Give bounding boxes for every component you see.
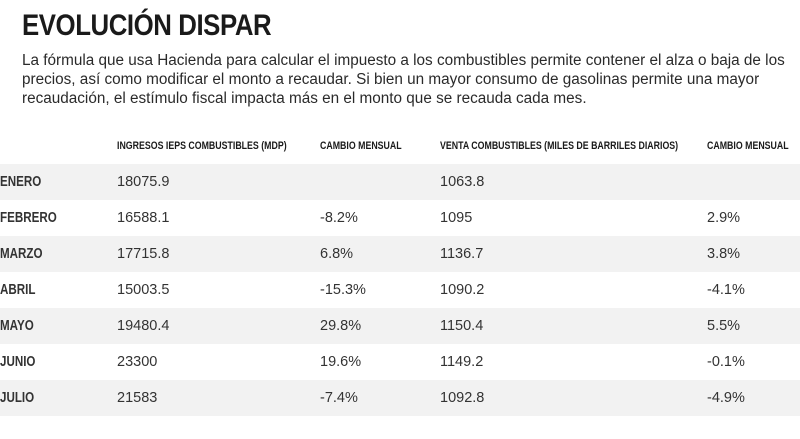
table-row: ENERO 18075.9 1063.8 [0, 164, 800, 200]
cambio-venta-cell: 3.8% [707, 236, 800, 272]
cambio-ingresos-cell: 6.8% [320, 236, 440, 272]
cambio-ingresos-cell: 29.8% [320, 308, 440, 344]
table-row: MAYO 19480.4 29.8% 1150.4 5.5% [0, 308, 800, 344]
month-cell: JUNIO [0, 354, 36, 370]
ingresos-cell: 23300 [117, 354, 158, 370]
header-ingresos: INGRESOS IEPS COMBUSTIBLES (MDP) [117, 140, 287, 152]
table-row: ABRIL 15003.5 -15.3% 1090.2 -4.1% [0, 272, 800, 308]
table-row: FEBRERO 16588.1 -8.2% 1095 2.9% [0, 200, 800, 236]
month-cell: MAYO [0, 308, 117, 344]
ingresos-cell: 19480.4 [117, 308, 320, 344]
table-row: JULIO 21583 -7.4% 1092.8 -4.9% [0, 380, 800, 416]
header-venta: VENTA COMBUSTIBLES (MILES DE BARRILES DI… [440, 140, 679, 152]
cambio-venta-cell: -4.1% [707, 282, 745, 298]
month-cell: MARZO [0, 236, 117, 272]
cambio-ingresos-cell: -8.2% [320, 210, 358, 226]
ingresos-cell: 16588.1 [117, 210, 170, 226]
header-cambio-venta: CAMBIO MENSUAL [707, 140, 789, 152]
venta-cell: 1063.8 [440, 164, 707, 200]
month-cell: ENERO [0, 164, 117, 200]
ingresos-cell: 17715.8 [117, 236, 320, 272]
venta-cell: 1095 [440, 210, 473, 226]
month-cell: JULIO [0, 380, 117, 416]
cambio-venta-cell: -4.9% [707, 380, 800, 416]
cambio-ingresos-cell [320, 164, 440, 200]
cambio-venta-cell: -0.1% [707, 354, 745, 370]
cambio-ingresos-cell: -15.3% [320, 282, 366, 298]
header-month [0, 128, 117, 164]
table-header-row: INGRESOS IEPS COMBUSTIBLES (MDP) CAMBIO … [0, 128, 800, 164]
cambio-venta-cell [707, 164, 800, 200]
venta-cell: 1092.8 [440, 380, 707, 416]
venta-cell: 1150.4 [440, 308, 707, 344]
venta-cell: 1149.2 [440, 354, 484, 370]
ingresos-cell: 18075.9 [117, 164, 320, 200]
table-row: JUNIO 23300 19.6% 1149.2 -0.1% [0, 344, 800, 380]
cambio-venta-cell: 5.5% [707, 308, 800, 344]
chart-subtitle: La fórmula que usa Hacienda para calcula… [22, 52, 785, 107]
cambio-venta-cell: 2.9% [707, 210, 741, 226]
month-cell: FEBRERO [0, 210, 57, 226]
data-table: INGRESOS IEPS COMBUSTIBLES (MDP) CAMBIO … [0, 128, 800, 416]
header-cambio-ingresos: CAMBIO MENSUAL [320, 140, 402, 152]
ingresos-cell: 15003.5 [117, 282, 170, 298]
venta-cell: 1090.2 [440, 282, 485, 298]
table-row: MARZO 17715.8 6.8% 1136.7 3.8% [0, 236, 800, 272]
ingresos-cell: 21583 [117, 380, 320, 416]
cambio-ingresos-cell: 19.6% [320, 354, 362, 370]
venta-cell: 1136.7 [440, 236, 707, 272]
cambio-ingresos-cell: -7.4% [320, 380, 440, 416]
chart-title: EVOLUCIÓN DISPAR [22, 9, 272, 42]
month-cell: ABRIL [0, 282, 36, 298]
